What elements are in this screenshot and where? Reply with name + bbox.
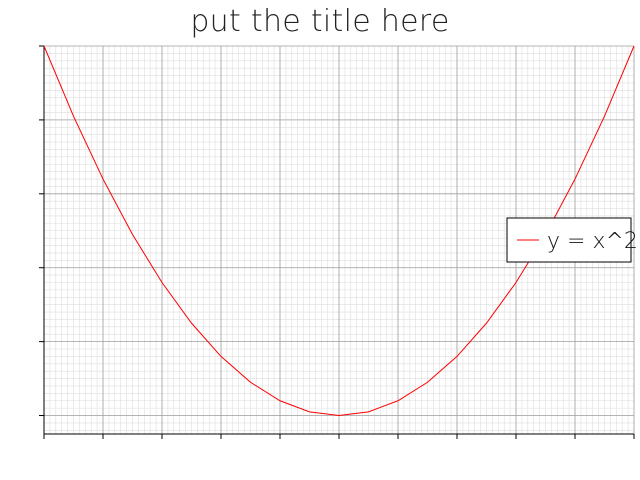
chart-title: put the title here (190, 4, 450, 39)
legend: y = x^2 (506, 217, 638, 263)
tick-marks (39, 45, 635, 439)
legend-label: y = x^2 (547, 229, 638, 254)
legend-box (506, 217, 632, 263)
